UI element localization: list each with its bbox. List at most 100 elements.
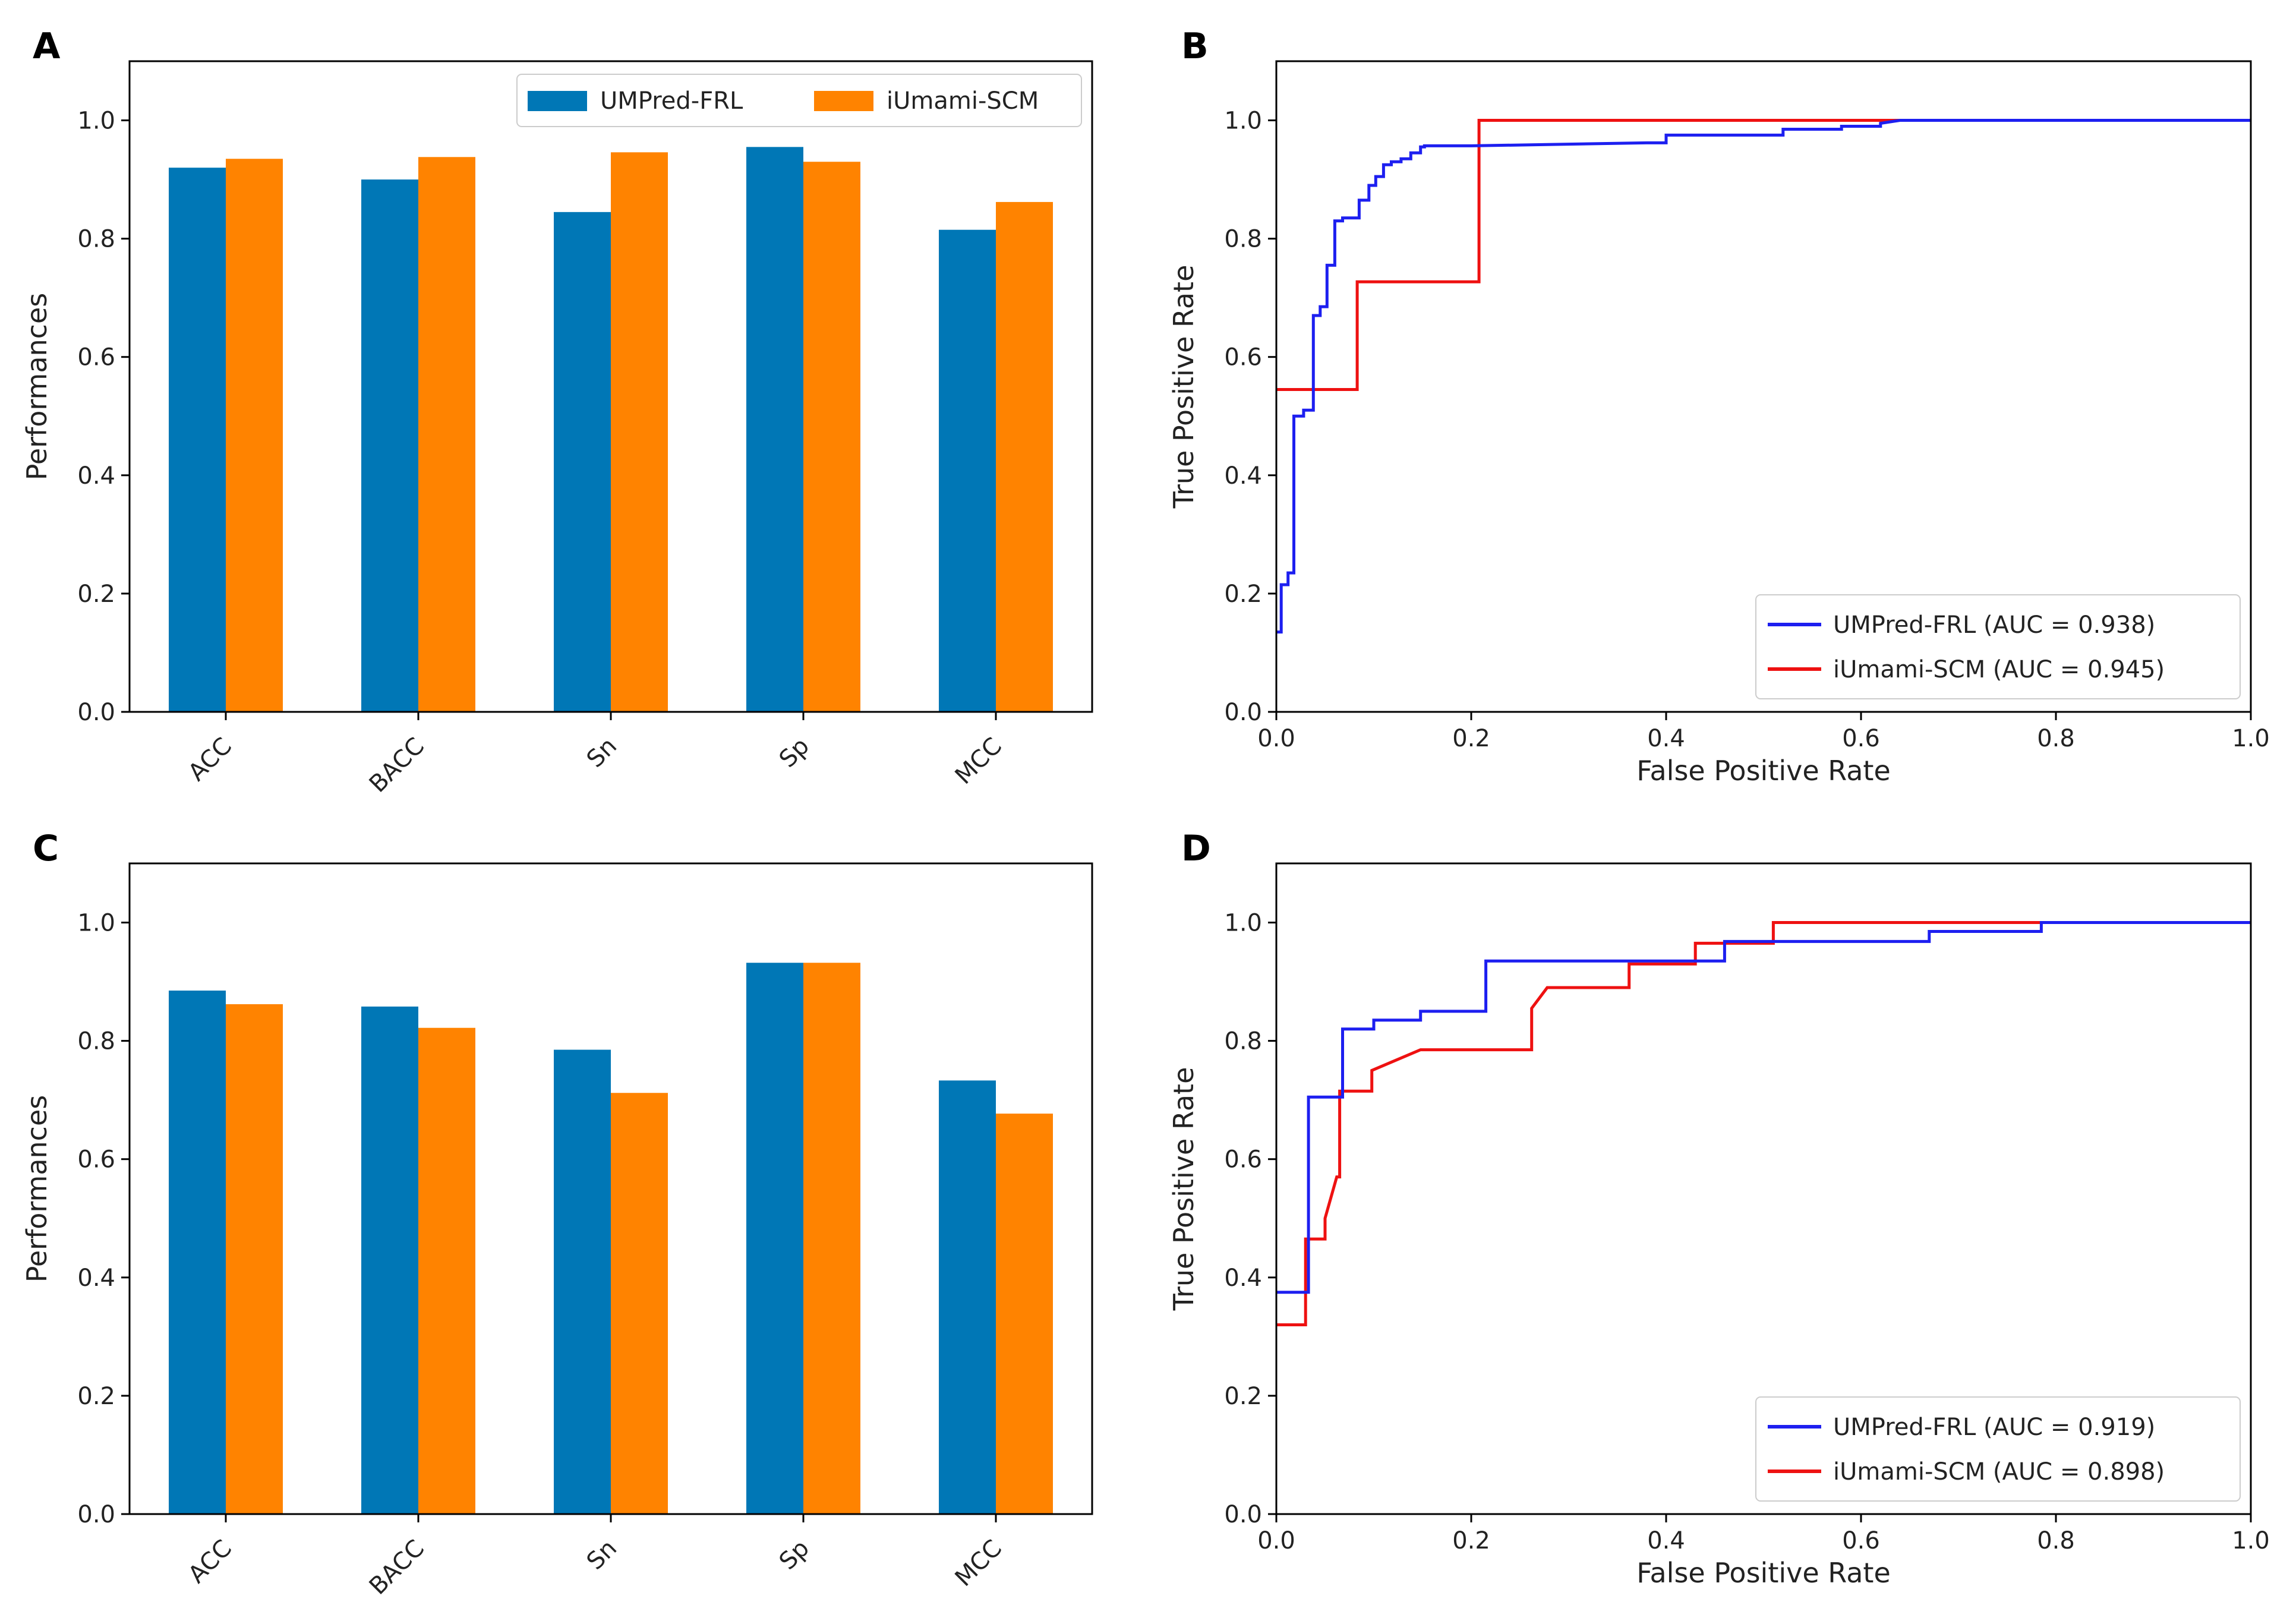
panel-b: B 0.0 0.2 0.4 0.6 0.8 1.0 True Positive Rate 0.0…	[1168, 26, 2270, 787]
panel-letter: B	[1181, 26, 1209, 67]
umpred-roc-line	[1276, 119, 2251, 634]
umpred-bar-sp	[746, 147, 803, 712]
legend-label-umpred: UMPred-FRL (AUC = 0.938)	[1833, 611, 2155, 639]
y-tick-label: 0.4	[77, 462, 115, 490]
legend-label-iumami: iUmami-SCM	[887, 87, 1039, 115]
x-tick-label: 0.2	[1452, 1527, 1490, 1554]
y-tick-label: 0.2	[77, 581, 115, 608]
y-tick-label: 0.0	[1224, 699, 1262, 726]
x-tick-label: 1.0	[2232, 1527, 2270, 1554]
iumami-bar-mcc	[996, 1114, 1053, 1514]
legend-swatch-iumami	[814, 91, 873, 111]
y-tick-label: 0.4	[1224, 1264, 1262, 1292]
y-tick-label: 0.6	[1224, 344, 1262, 371]
iumami-roc-line	[1276, 119, 2251, 391]
iumami-bar-bacc	[418, 1027, 475, 1514]
iumami-roc-line	[1276, 921, 2251, 1326]
legend: UMPred-FRL iUmami-SCM	[516, 74, 1082, 127]
plot-frame	[1275, 862, 2252, 1515]
iumami-bar-sn	[611, 152, 668, 712]
x-tick-label: 0.6	[1842, 725, 1880, 752]
legend: UMPred-FRL (AUC = 0.938) iUmami-SCM (AUC …	[1755, 594, 2241, 699]
iumami-bar-acc	[226, 1004, 283, 1514]
umpred-bar-bacc	[361, 179, 418, 712]
y-tick-label: 0.2	[1224, 581, 1262, 608]
y-tick-label: 0.2	[1224, 1383, 1262, 1410]
panel-letter: D	[1181, 828, 1211, 869]
legend-box	[1755, 1396, 2241, 1502]
legend: UMPred-FRL (AUC = 0.919) iUmami-SCM (AUC …	[1755, 1396, 2241, 1502]
x-tick-label: ACC	[183, 1535, 237, 1589]
panel-letter: A	[33, 26, 61, 67]
x-tick-label: 0.0	[1257, 1527, 1295, 1554]
y-tick-label: 0.6	[1224, 1146, 1262, 1174]
legend-box	[1755, 594, 2241, 699]
umpred-roc-line	[1276, 921, 2251, 1294]
y-tick-label: 0.8	[77, 226, 115, 253]
y-tick-label: 0.0	[1224, 1501, 1262, 1528]
iumami-bar-bacc	[418, 157, 475, 712]
y-axis-title: True Positive Rate	[1168, 1067, 1200, 1311]
iumami-bar-acc	[226, 159, 283, 712]
y-tick-label: 0.8	[1224, 226, 1262, 253]
y-tick-label: 0.0	[77, 699, 115, 726]
y-axis-title: Performances	[21, 1095, 53, 1282]
x-tick-label: 0.4	[1647, 725, 1685, 752]
x-tick-label: Sp	[774, 1535, 815, 1575]
y-tick-label: 1.0	[1224, 910, 1262, 937]
y-axis-title: Performances	[21, 293, 53, 480]
legend-box	[516, 74, 1082, 127]
x-tick-label: Sp	[774, 733, 815, 773]
x-tick-label: MCC	[950, 733, 1007, 790]
x-axis-title: False Positive Rate	[1636, 755, 1891, 787]
umpred-bar-acc	[169, 991, 226, 1514]
y-tick-label: 1.0	[1224, 108, 1262, 135]
x-tick-label: Sn	[582, 1535, 622, 1575]
x-tick-label: 0.2	[1452, 725, 1490, 752]
x-tick-label: 0.8	[2037, 725, 2075, 752]
umpred-bar-mcc	[939, 229, 996, 712]
x-tick-label: 1.0	[2232, 725, 2270, 752]
panel-c: C 0.0 0.2 0.4 0.6 0.8 1.0 Performances ACC BACC Sn…	[21, 828, 1093, 1600]
y-tick-label: 0.6	[77, 344, 115, 371]
x-tick-label: BACC	[364, 1535, 430, 1600]
panel-a: A 0.0 0.2 0.4 0.6 0.8 1.0 Performances ACC BACC Sn…	[21, 26, 1093, 798]
x-tick-label: 0.0	[1257, 725, 1295, 752]
umpred-bar-acc	[169, 168, 226, 712]
x-tick-label: Sn	[582, 733, 622, 773]
y-tick-label: 1.0	[77, 108, 115, 135]
legend-label-iumami: iUmami-SCM (AUC = 0.898)	[1833, 1458, 2165, 1486]
x-tick-label: 0.4	[1647, 1527, 1685, 1554]
plot-frame	[128, 862, 1093, 1515]
y-tick-label: 1.0	[77, 910, 115, 937]
y-tick-label: 0.6	[77, 1146, 115, 1174]
panel-letter: C	[33, 828, 59, 869]
umpred-bar-bacc	[361, 1006, 418, 1514]
umpred-bar-mcc	[939, 1080, 996, 1514]
y-axis-title: True Positive Rate	[1168, 265, 1200, 509]
legend-label-iumami: iUmami-SCM (AUC = 0.945)	[1833, 656, 2165, 683]
x-axis-title: False Positive Rate	[1636, 1557, 1891, 1589]
iumami-bar-mcc	[996, 201, 1053, 712]
plot-frame	[128, 60, 1093, 713]
umpred-bar-sn	[554, 1049, 611, 1514]
iumami-bar-sp	[803, 162, 860, 712]
y-tick-label: 0.4	[1224, 462, 1262, 490]
x-tick-label: 0.8	[2037, 1527, 2075, 1554]
umpred-bar-sn	[554, 212, 611, 712]
y-tick-label: 0.2	[77, 1383, 115, 1410]
legend-swatch-umpred	[528, 91, 587, 111]
iumami-bar-sp	[803, 963, 860, 1514]
umpred-bar-sp	[746, 963, 803, 1514]
iumami-bar-sn	[611, 1093, 668, 1514]
plot-frame	[1275, 60, 2252, 713]
x-tick-label: MCC	[950, 1535, 1007, 1592]
y-tick-label: 0.8	[77, 1028, 115, 1055]
legend-label-umpred: UMPred-FRL	[600, 87, 743, 115]
panel-d: D 0.0 0.2 0.4 0.6 0.8 1.0 True Positive Rate 0.0…	[1168, 828, 2270, 1589]
x-tick-label: BACC	[364, 733, 430, 798]
y-tick-label: 0.4	[77, 1264, 115, 1292]
legend-label-umpred: UMPred-FRL (AUC = 0.919)	[1833, 1414, 2155, 1441]
x-tick-label: ACC	[183, 733, 237, 787]
